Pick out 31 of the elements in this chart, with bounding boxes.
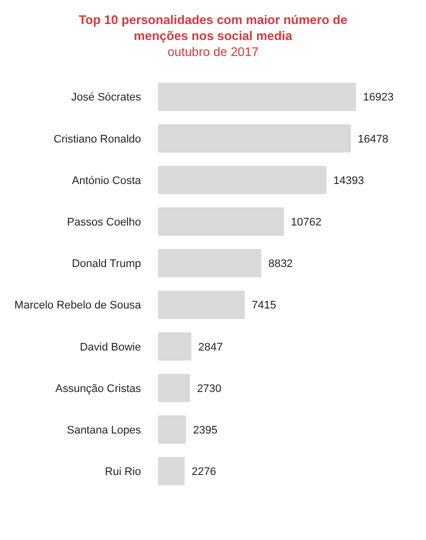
bar xyxy=(158,124,351,153)
bar xyxy=(158,374,190,402)
y-tick-label: David Bowie xyxy=(80,341,141,354)
bar xyxy=(158,166,326,194)
data-label: 7415 xyxy=(252,300,276,312)
y-tick-label: Santana Lopes xyxy=(66,424,142,436)
y-tick-label: Assunção Cristas xyxy=(55,382,142,395)
bar xyxy=(158,332,192,361)
bar xyxy=(158,82,356,111)
bar xyxy=(158,249,262,278)
chart-subtitle: outubro de 2017 xyxy=(167,45,259,59)
y-tick-label: Donald Trump xyxy=(72,258,141,270)
bar xyxy=(158,457,185,486)
y-tick-label: José Sócrates xyxy=(71,92,142,104)
data-label: 14393 xyxy=(333,174,364,187)
bar xyxy=(158,290,245,319)
bar xyxy=(158,415,186,444)
y-tick-label: Marcelo Rebelo de Sousa xyxy=(14,300,142,312)
data-label: 2847 xyxy=(198,341,223,354)
data-label: 2395 xyxy=(193,424,218,436)
data-label: 2730 xyxy=(196,382,222,395)
y-tick-label: Cristiano Ronaldo xyxy=(54,133,141,146)
bar xyxy=(158,207,284,236)
data-label: 2276 xyxy=(192,466,216,478)
data-label: 10762 xyxy=(290,216,322,228)
y-tick-label: Passos Coelho xyxy=(67,216,141,228)
data-label: 16478 xyxy=(358,133,388,146)
y-tick-label: António Costa xyxy=(72,174,142,187)
data-label: 8832 xyxy=(268,258,293,270)
data-label: 16923 xyxy=(363,92,394,104)
y-tick-label: Rui Rio xyxy=(104,466,141,478)
